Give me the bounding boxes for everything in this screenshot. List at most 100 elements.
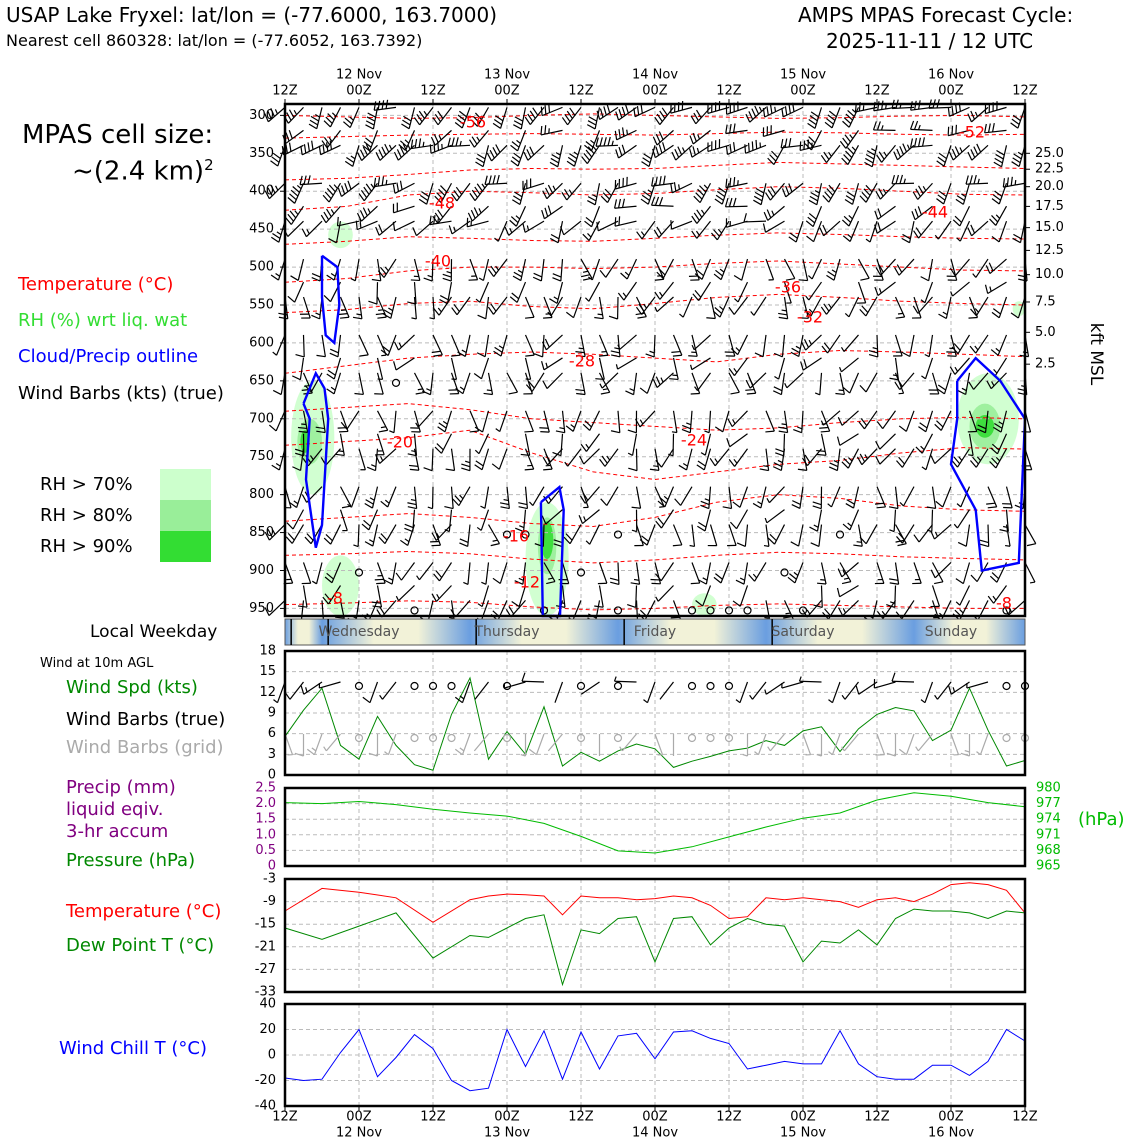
barb-shaft: [580, 258, 593, 279]
barb-shaft: [464, 334, 471, 357]
profile-wind-barb: [859, 372, 878, 393]
kft-tick-label: 17.5: [1035, 199, 1064, 214]
barb-flag: [581, 274, 591, 278]
profile-wind-barb: [272, 372, 286, 396]
barb-shaft: [481, 448, 490, 470]
barb-flag: [552, 451, 562, 457]
barb-flag: [878, 188, 884, 197]
barb-half-flag: [917, 124, 921, 130]
barb-flag: [952, 219, 961, 227]
barb-shaft: [337, 334, 342, 357]
barb-flag: [321, 140, 328, 149]
barb-shaft: [547, 448, 563, 466]
barb-flag: [824, 608, 832, 617]
barb-half-flag: [920, 699, 926, 704]
barb-flag: [822, 195, 830, 203]
isotherm-label: -8: [327, 589, 343, 608]
profile-wind-barb: [375, 433, 385, 456]
barb-flag: [476, 183, 483, 192]
barb-shaft: [801, 410, 804, 433]
profile-wind-barb: [337, 180, 360, 197]
barb-flag: [915, 188, 921, 197]
barb-flag: [751, 141, 754, 151]
barb-shaft: [321, 334, 326, 357]
barb-flag: [542, 456, 549, 466]
barb-shaft: [825, 296, 841, 315]
barb-shaft: [802, 258, 809, 281]
barb-shaft: [857, 281, 867, 304]
barb-flag: [789, 573, 797, 580]
barb-shaft: [515, 205, 527, 227]
barb-flag: [712, 310, 721, 318]
barb-flag: [434, 212, 441, 221]
wind10m-grid-calm-marker: [706, 733, 715, 743]
barb-flag: [955, 104, 958, 114]
barb-flag: [401, 123, 410, 130]
barb-shaft: [376, 282, 379, 305]
profile-wind-barb: [504, 220, 526, 236]
barb-shaft: [646, 681, 656, 703]
barb-flag: [921, 137, 925, 147]
barb-flag: [969, 460, 977, 468]
barb-shaft: [691, 372, 701, 394]
barb-shaft: [865, 372, 878, 393]
profile-wind-barb: [541, 509, 563, 525]
barb-flag: [290, 275, 299, 281]
barb-flag: [555, 430, 565, 434]
profile-wind-barb: [955, 183, 971, 205]
barb-flag: [690, 582, 700, 585]
barb-flag: [628, 467, 638, 472]
barb-flag: [858, 421, 865, 430]
barb-shaft: [839, 584, 859, 598]
barb-flag: [361, 523, 370, 531]
temperature-frame: [283, 877, 1027, 994]
wind10m-barb-grid: [619, 733, 637, 752]
barb-shaft: [778, 357, 786, 380]
legend-dewpoint: Dew Point T (°C): [66, 935, 215, 956]
barb-flag: [544, 105, 547, 115]
barb-shaft: [572, 410, 582, 432]
barb-shaft: [957, 448, 971, 468]
barb-flag: [773, 462, 783, 468]
barb-flag: [324, 191, 332, 200]
barb-flag: [645, 353, 655, 358]
profile-calm-marker: [521, 530, 530, 539]
barb-half-flag: [950, 291, 954, 297]
profile-wind-barb: [339, 509, 348, 532]
barb-flag: [618, 129, 621, 139]
profile-wind-barb: [989, 448, 1008, 469]
barb-shaft: [783, 281, 792, 304]
barb-half-flag: [599, 383, 603, 389]
profile-wind-barb: [512, 183, 527, 206]
barb-flag: [286, 522, 294, 530]
profile-wind-barb: [470, 107, 490, 127]
pressure-ytick-label: 971: [1036, 827, 1061, 842]
profile-wind-barb: [671, 144, 693, 161]
barb-shaft: [876, 486, 887, 508]
profile-wind-barb: [912, 182, 933, 200]
barb-flag: [651, 177, 654, 187]
profile-wind-barb: [842, 220, 860, 242]
barb-flag: [689, 135, 694, 145]
barb-shaft: [267, 106, 286, 123]
profile-wind-barb: [839, 562, 852, 585]
profile-wind-barb: [949, 258, 970, 277]
barb-shaft: [541, 106, 563, 117]
barb-shaft: [651, 182, 674, 187]
barb-shaft: [594, 600, 601, 623]
barb-shaft: [376, 334, 387, 356]
barb-flag: [653, 229, 660, 238]
barb-shaft: [605, 258, 619, 278]
barb-half-flag: [592, 146, 597, 151]
profile-wind-barb: [911, 296, 922, 319]
barb-half-flag: [899, 501, 904, 507]
barb-shaft: [879, 182, 896, 200]
barb-shaft: [899, 372, 915, 391]
profile-wind-barb: [466, 217, 489, 228]
wind10m-barb-true: [873, 679, 896, 689]
barb-flag: [853, 544, 863, 547]
barb-shaft: [709, 296, 716, 319]
profile-wind-barb: [609, 562, 620, 586]
barb-half-flag: [306, 229, 310, 235]
profile-wind-barb: [956, 486, 971, 508]
